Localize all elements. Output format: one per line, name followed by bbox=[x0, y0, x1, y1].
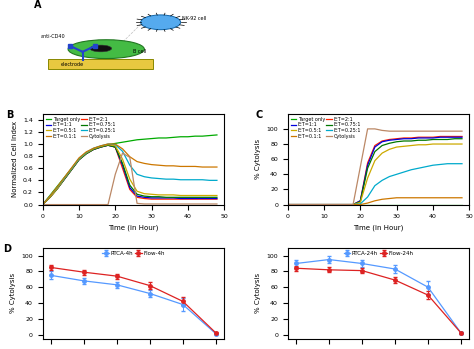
Text: A: A bbox=[34, 0, 41, 10]
Y-axis label: % Cytolysis: % Cytolysis bbox=[10, 273, 16, 313]
Legend: Target only, E:T=1:1, E:T=0.5:1, E:T=0.1:1, E:T=2:1, E:T=0.75:1, E:T=0.25:1, Cyt: Target only, E:T=1:1, E:T=0.5:1, E:T=0.1… bbox=[45, 116, 117, 139]
FancyBboxPatch shape bbox=[48, 59, 154, 69]
Text: C: C bbox=[255, 110, 262, 120]
Ellipse shape bbox=[90, 45, 112, 52]
X-axis label: Time (in Hour): Time (in Hour) bbox=[353, 225, 404, 231]
Text: NK-92 cell: NK-92 cell bbox=[182, 16, 207, 21]
Ellipse shape bbox=[68, 40, 144, 59]
Legend: RTCA-24h, Flow-24h: RTCA-24h, Flow-24h bbox=[343, 251, 414, 257]
Legend: Target only, E:T=1:1, E:T=0.5:1, E:T=0.1:1, E:T=2:1, E:T=0.75:1, E:T=0.25:1, Cyt: Target only, E:T=1:1, E:T=0.5:1, E:T=0.1… bbox=[290, 116, 362, 139]
Text: B: B bbox=[6, 110, 14, 120]
Y-axis label: Normalized Cell Index: Normalized Cell Index bbox=[11, 121, 18, 197]
Y-axis label: % Cytolysis: % Cytolysis bbox=[255, 139, 261, 179]
Ellipse shape bbox=[141, 15, 181, 30]
Text: B cell: B cell bbox=[133, 49, 146, 54]
Text: electrode: electrode bbox=[61, 62, 84, 67]
Y-axis label: % Cytolysis: % Cytolysis bbox=[255, 273, 261, 313]
Text: D: D bbox=[3, 244, 11, 254]
Text: anti-CD40: anti-CD40 bbox=[41, 34, 65, 39]
Legend: RTCA-4h, Flow-4h: RTCA-4h, Flow-4h bbox=[101, 251, 165, 257]
X-axis label: Time (in Hour): Time (in Hour) bbox=[108, 225, 159, 231]
